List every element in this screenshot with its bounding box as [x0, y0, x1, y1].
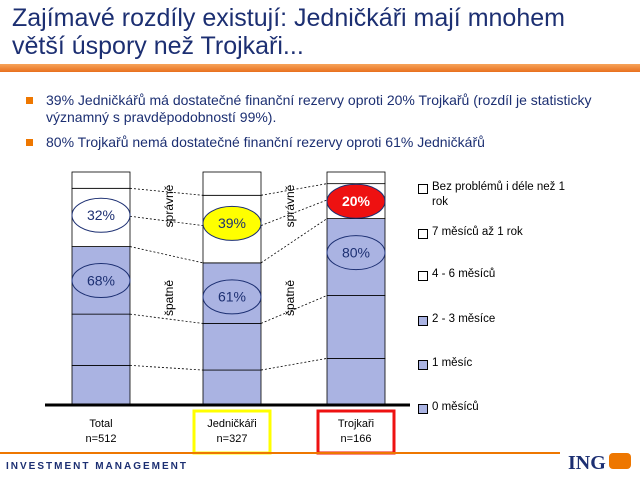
- group-label: 68%: [87, 272, 115, 288]
- connector: [260, 358, 328, 371]
- bar-segment: [71, 364, 131, 406]
- legend-entry: 1 měsíc: [432, 357, 473, 369]
- bar-segment: [202, 323, 262, 371]
- group-label: 61%: [218, 289, 246, 305]
- side-label: špatně: [162, 280, 176, 316]
- logo: ING: [568, 452, 631, 475]
- legend-entry: 7 měsíců až 1 rok: [432, 226, 523, 238]
- x-tick-label: Total: [89, 418, 112, 430]
- x-tick-label: Trojkaři: [338, 418, 374, 430]
- bar-segment: [71, 313, 131, 366]
- group-ellipse: [202, 279, 262, 315]
- legend-entry: 2 - 3 měsíce: [432, 313, 496, 325]
- group-label: 39%: [218, 215, 246, 231]
- connector: [129, 364, 204, 371]
- group-label: 80%: [342, 244, 370, 260]
- connector: [129, 187, 204, 196]
- slide-title: Zajímavé rozdíly existují: Jedničkáři ma…: [12, 4, 565, 60]
- connector: [129, 313, 204, 324]
- legend-entry: 4 - 6 měsíců: [432, 268, 496, 280]
- x-tick-sublabel: n=512: [86, 433, 117, 445]
- bar-segment: [202, 171, 262, 196]
- group-ellipse: [326, 183, 386, 219]
- footer-rule: [0, 452, 560, 454]
- legend-entry: 0 měsíců: [432, 401, 479, 413]
- legend-swatch: [418, 316, 428, 326]
- connector: [260, 183, 328, 196]
- group-ellipse: [71, 197, 131, 233]
- group-label: 32%: [87, 207, 115, 223]
- bullet: 80% Trojkařů nemá dostatečné finanční re…: [26, 134, 606, 151]
- connector: [129, 246, 204, 264]
- connector: [260, 218, 328, 264]
- connector: [129, 215, 204, 226]
- bar-segment: [326, 357, 386, 406]
- title-rule: [0, 64, 640, 72]
- group-ellipse: [71, 263, 131, 299]
- legend-swatch: [418, 184, 428, 194]
- group-ellipse: [202, 205, 262, 241]
- x-tick-sublabel: n=166: [341, 433, 372, 445]
- side-label: správně: [283, 184, 297, 227]
- bar-segment: [326, 171, 386, 185]
- side-label: špatně: [283, 280, 297, 316]
- legend-entry: Bez problémů i déle než 1 rok: [432, 181, 565, 208]
- legend-swatch: [418, 404, 428, 414]
- group-label: 20%: [342, 193, 371, 209]
- bar-segment: [326, 295, 386, 359]
- x-tick-label: Jedničkáři: [207, 418, 257, 430]
- bar-segment: [202, 369, 262, 406]
- legend-swatch: [418, 360, 428, 370]
- x-tick-sublabel: n=327: [217, 433, 248, 445]
- footer: INVESTMENT MANAGEMENT: [6, 461, 188, 472]
- side-label: správně: [162, 184, 176, 227]
- group-ellipse: [326, 235, 386, 271]
- legend-swatch: [418, 271, 428, 281]
- bullet: 39% Jedničkářů má dostatečné finanční re…: [26, 92, 606, 126]
- bar-segment: [71, 171, 131, 189]
- legend-swatch: [418, 229, 428, 239]
